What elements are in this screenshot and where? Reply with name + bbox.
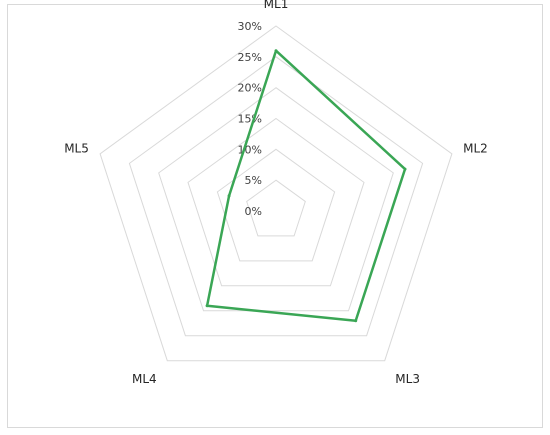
category-label-ml4: ML4	[132, 372, 157, 386]
data-point-ml2	[403, 167, 407, 171]
grid-ring-1	[246, 179, 306, 237]
tick-label: 20%	[238, 82, 262, 95]
grid-ring-4	[158, 87, 394, 312]
category-label-ml2: ML2	[463, 141, 488, 155]
grid-ring-3	[187, 117, 365, 287]
tick-label: 5%	[245, 174, 262, 187]
data-point-ml3	[354, 319, 358, 323]
chart-frame	[7, 4, 543, 428]
category-label-ml1: ML1	[264, 0, 289, 11]
tick-label: 15%	[238, 113, 262, 126]
radial-ticks: 0%5%10%15%20%25%30%	[238, 20, 262, 218]
tick-label: 30%	[238, 20, 262, 33]
data-point-ml1	[274, 49, 278, 53]
data-point-ml4	[205, 304, 209, 308]
data-point-ml5	[227, 194, 231, 198]
category-label-ml3: ML3	[395, 372, 420, 386]
tick-label: 25%	[238, 51, 262, 64]
series-group	[205, 49, 407, 323]
radar-grid	[99, 25, 453, 362]
category-labels: ML1 ML2 ML3 ML4 ML5	[64, 0, 488, 386]
grid-ring-6	[99, 25, 453, 362]
tick-label: 0%	[245, 205, 262, 218]
grid-ring-5	[128, 56, 424, 337]
grid-ring-2	[216, 148, 336, 262]
category-label-ml5: ML5	[64, 141, 89, 155]
series-line-0	[205, 49, 407, 323]
